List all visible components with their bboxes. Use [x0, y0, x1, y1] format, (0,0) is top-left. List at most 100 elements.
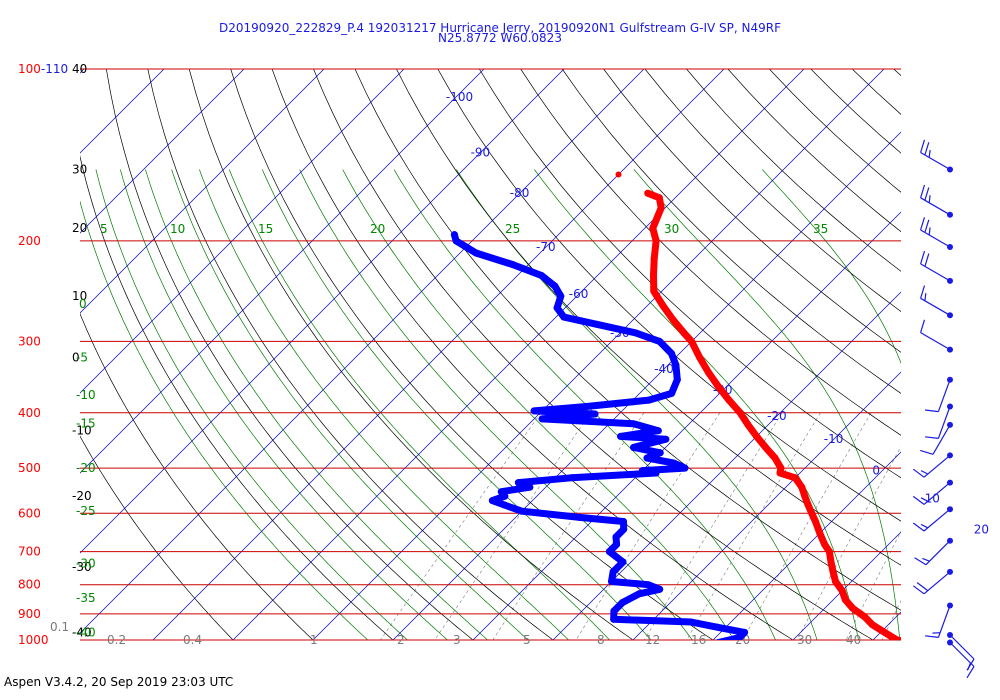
- dewpoint-point: [687, 618, 695, 626]
- pressure-label: 1000: [18, 633, 49, 647]
- dewpoint-point: [672, 361, 680, 369]
- mixing-ratio-label: 5: [523, 633, 531, 647]
- temperature-point: [832, 578, 839, 585]
- dewpoint-point: [557, 292, 565, 300]
- dewpoint-point: [551, 282, 559, 290]
- temperature-point: [860, 613, 868, 621]
- mixing-ratio-label: 12: [645, 633, 660, 647]
- height-scale-label: 10: [72, 289, 87, 303]
- dry-adiabat-line: [977, 69, 1000, 652]
- dewpoint-point: [591, 410, 599, 418]
- wind-barb-feather: [916, 582, 929, 592]
- dewpoint-point: [500, 501, 508, 509]
- isotherm-line: [552, 291, 901, 640]
- height-scale-label: 0: [72, 350, 80, 364]
- isotherm-line: [80, 69, 405, 394]
- dry-adiabat-label: 5: [100, 222, 108, 236]
- axis-labels: 100-110200300400500600700800900100050607…: [18, 62, 989, 647]
- temperature-point: [669, 316, 677, 324]
- mixing-ratio-label: 2: [397, 633, 405, 647]
- wind-barb-feather: [922, 557, 930, 562]
- isotherm-line: [0, 69, 4, 640]
- wind-barb: [912, 479, 953, 505]
- dry-adiabat-label: 30: [664, 222, 679, 236]
- mixing-ratio-label: 30: [797, 633, 812, 647]
- dry-adiabat-line: [80, 435, 234, 640]
- moist-adiabat-label: -5: [76, 350, 88, 364]
- wind-barb-staff: [920, 297, 951, 316]
- wind-barb-staff: [923, 571, 951, 595]
- temperature-point: [650, 287, 658, 295]
- wind-barb-feather: [912, 522, 925, 532]
- dewpoint-point: [617, 432, 625, 440]
- pressure-label: 400: [18, 406, 41, 420]
- isotherm-line: [632, 371, 901, 640]
- temperature-point: [657, 204, 665, 212]
- temperature-point: [829, 568, 837, 576]
- temperature-point: [798, 483, 806, 491]
- dewpoint-point: [670, 459, 678, 467]
- wind-barb-staff: [920, 197, 951, 216]
- mixing-ratio-label: 0.4: [183, 633, 202, 647]
- wind-barb: [920, 319, 953, 353]
- isotherm-label: -70: [536, 240, 556, 254]
- wind-barb: [925, 376, 953, 413]
- mixing-ratio-line: [434, 412, 592, 640]
- mixing-ratio-line: [796, 446, 901, 640]
- wind-barb-feather: [920, 285, 926, 299]
- moist-adiabat-line: [171, 169, 529, 640]
- dry-adiabat-line: [105, 69, 474, 640]
- dewpoint-point: [583, 403, 590, 410]
- dewpoint-point: [612, 533, 620, 541]
- wind-barb-staff: [923, 508, 951, 532]
- dewpoint-point: [629, 420, 637, 428]
- mixing-ratio-line: [742, 412, 872, 640]
- temperature-point: [827, 558, 835, 566]
- dry-adiabat-label: 35: [813, 222, 828, 236]
- wind-barb-feather: [920, 250, 926, 265]
- temperature-point: [816, 529, 824, 537]
- mixing-ratio-line: [643, 412, 783, 640]
- temperature-point: [696, 353, 704, 361]
- dewpoint-point: [576, 513, 584, 521]
- dry-adiabat-line: [271, 69, 794, 640]
- wind-barb-feather: [928, 195, 931, 203]
- dewpoint-point: [553, 304, 561, 312]
- profiles: [450, 171, 914, 646]
- isotherm-line: [953, 69, 1000, 640]
- pressure-label: 500: [18, 461, 41, 475]
- dewpoint-point: [613, 540, 621, 548]
- wind-barb-feather: [924, 142, 930, 156]
- wind-barbs: [912, 139, 975, 679]
- dewpoint-point: [673, 376, 681, 384]
- isotherm-label: -40: [654, 362, 674, 376]
- dewpoint-point: [593, 320, 601, 328]
- background-grid: [0, 69, 1000, 652]
- temperature-point: [804, 501, 812, 509]
- dewpoint-point: [632, 329, 640, 337]
- height-scale-label: -30: [72, 560, 92, 574]
- wind-barb-staff: [920, 332, 951, 351]
- wind-barb-feather: [920, 139, 926, 153]
- temperature-point: [705, 369, 712, 376]
- temperature-point: [881, 628, 889, 636]
- temperature-point: [907, 639, 914, 646]
- moist-adiabat-label: -30: [76, 557, 96, 571]
- wind-barb-feather: [920, 184, 926, 198]
- wind-barb: [912, 452, 953, 478]
- height-scale-label: 20: [72, 221, 87, 235]
- pressure-label: 900: [18, 607, 41, 621]
- dry-adiabat-line: [810, 69, 901, 154]
- dewpoint-point: [605, 548, 613, 556]
- dewpoint-point: [644, 581, 652, 589]
- dry-adiabat-line: [313, 69, 874, 640]
- mixing-ratio-label: 1: [310, 633, 318, 647]
- chart-title-line1: D20190920_222829_P.4 192031217 Hurricane…: [219, 21, 781, 35]
- temperature-point: [725, 396, 733, 404]
- wind-barb-feather: [920, 497, 929, 502]
- temperature-point: [659, 302, 667, 310]
- dewpoint-point: [620, 525, 628, 533]
- dry-adiabat-line: [603, 69, 901, 353]
- dry-adiabat-line: [188, 69, 634, 640]
- mixing-ratio-label: 0.1: [50, 620, 69, 634]
